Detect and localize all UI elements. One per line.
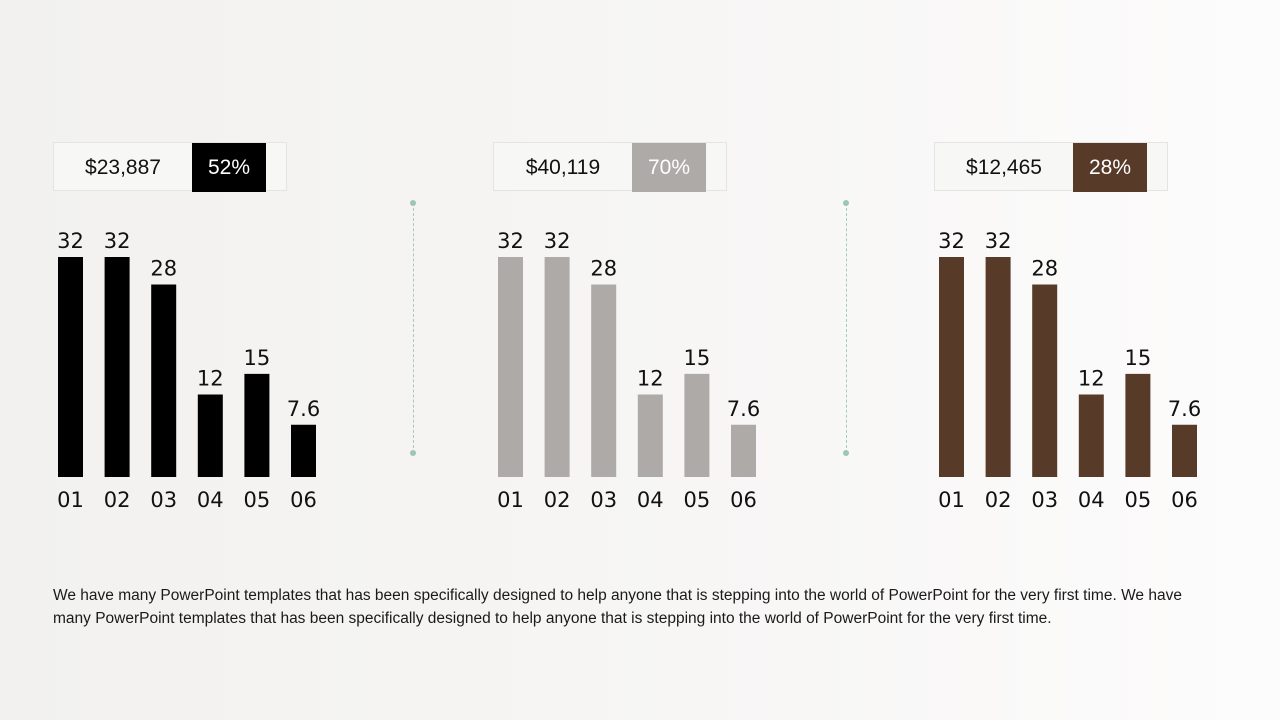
category-label: 02 — [104, 488, 131, 512]
value-label: 32 — [104, 229, 131, 253]
bar-04 — [197, 394, 223, 477]
divider-dot — [410, 450, 416, 456]
bar-04 — [637, 394, 663, 477]
bar-01 — [58, 257, 83, 477]
value-label: 32 — [544, 229, 571, 253]
category-label: 02 — [544, 488, 571, 512]
divider-dot — [843, 200, 849, 206]
percent-badge-1: 52% — [192, 143, 266, 192]
value-label: 28 — [590, 257, 617, 281]
bar-03 — [591, 284, 617, 477]
category-label: 04 — [637, 488, 664, 512]
category-label: 04 — [197, 488, 224, 512]
bar-05 — [1125, 373, 1151, 477]
value-label: 7.6 — [727, 397, 760, 421]
bar-01 — [498, 257, 523, 477]
bar-04 — [1078, 394, 1104, 477]
summary-box-1: $23,887 52% — [53, 142, 287, 192]
bar-02 — [985, 257, 1011, 477]
chart-panel-2: $40,119 70% 32 01 32 02 28 03 12 04 15 05 7.6 06 — [493, 142, 853, 522]
bar-03 — [151, 284, 177, 477]
value-label: 7.6 — [1168, 397, 1201, 421]
category-label: 05 — [684, 488, 711, 512]
value-label: 12 — [197, 367, 224, 391]
value-label: 12 — [1078, 367, 1105, 391]
value-label: 12 — [637, 367, 664, 391]
value-label: 7.6 — [287, 397, 320, 421]
bar-01 — [939, 257, 964, 477]
summary-box-2: $40,119 70% — [493, 142, 727, 192]
value-label: 15 — [244, 346, 271, 370]
amount-label-2: $40,119 — [525, 156, 601, 179]
value-label: 32 — [497, 229, 524, 253]
bar-chart-1: 32 01 32 02 28 03 12 04 15 05 7.6 06 — [57, 229, 320, 512]
category-label: 01 — [497, 488, 524, 512]
bar-chart-2: 32 01 32 02 28 03 12 04 15 05 7.6 06 — [497, 229, 760, 512]
value-label: 15 — [684, 346, 711, 370]
divider-dot — [843, 450, 849, 456]
category-label: 05 — [1125, 488, 1152, 512]
summary-box-3: $12,465 28% — [934, 142, 1168, 192]
category-label: 04 — [1078, 488, 1105, 512]
category-label: 05 — [244, 488, 271, 512]
chart-panel-3: $12,465 28% 32 01 32 02 28 03 12 04 15 05 7.6 06 — [934, 142, 1280, 522]
bar-03 — [1032, 284, 1058, 477]
value-label: 28 — [150, 257, 177, 281]
category-label: 02 — [985, 488, 1012, 512]
category-label: 03 — [1031, 488, 1058, 512]
bar-02 — [104, 257, 130, 477]
value-label: 32 — [985, 229, 1012, 253]
description-text: We have many PowerPoint templates that h… — [53, 586, 1182, 627]
bar-02 — [544, 257, 570, 477]
amount-label-3: $12,465 — [966, 156, 1042, 179]
divider-dot — [410, 200, 416, 206]
divider-line-2 — [846, 203, 847, 453]
percent-badge-3: 28% — [1073, 143, 1147, 192]
value-label: 32 — [938, 229, 965, 253]
category-label: 06 — [730, 488, 757, 512]
category-label: 01 — [57, 488, 84, 512]
bar-05 — [684, 373, 710, 477]
amount-label-1: $23,887 — [85, 156, 161, 179]
category-label: 06 — [1171, 488, 1198, 512]
bar-06 — [731, 424, 756, 477]
bar-06 — [291, 424, 316, 477]
category-label: 01 — [938, 488, 965, 512]
bar-chart-3: 32 01 32 02 28 03 12 04 15 05 7.6 06 — [938, 229, 1201, 512]
category-label: 03 — [150, 488, 177, 512]
category-label: 03 — [590, 488, 617, 512]
bar-05 — [244, 373, 270, 477]
percent-badge-2: 70% — [632, 143, 706, 192]
bar-06 — [1172, 424, 1197, 477]
value-label: 15 — [1125, 346, 1152, 370]
chart-panel-1: $23,887 52% 32 01 32 02 28 03 12 04 15 05 7.6 06 — [53, 142, 413, 522]
divider-line-1 — [413, 203, 414, 453]
category-label: 06 — [290, 488, 317, 512]
value-label: 28 — [1031, 257, 1058, 281]
value-label: 32 — [57, 229, 84, 253]
